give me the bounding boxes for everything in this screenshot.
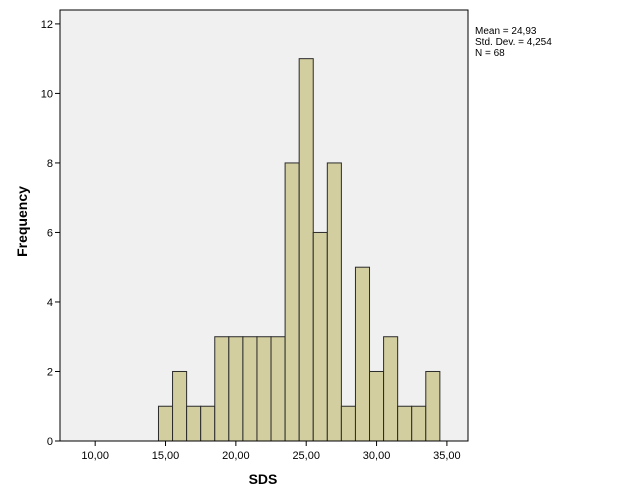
histogram-bar-16	[369, 370, 385, 442]
x-axis-title: SDS	[249, 471, 278, 487]
y-tick-label: 12	[41, 19, 53, 31]
histogram-bar-9	[270, 336, 286, 442]
x-tick-label: 30,00	[363, 450, 391, 462]
histogram-bar-17	[383, 336, 399, 442]
histogram-bar-6	[228, 336, 244, 442]
y-tick-label: 8	[47, 158, 53, 170]
histogram-bar-2	[172, 370, 188, 442]
histogram-bar-19	[411, 405, 427, 442]
y-tick-label: 2	[47, 366, 53, 378]
y-axis-title: Frequency	[14, 186, 30, 257]
histogram-bar-20	[425, 370, 441, 442]
y-tick-label: 0	[47, 436, 53, 448]
histogram-bar-15	[354, 266, 371, 442]
x-tick-label: 35,00	[433, 450, 461, 462]
summary-statistics: Mean = 24,93 Std. Dev. = 4,254 N = 68	[475, 26, 552, 59]
histogram-bar-13	[326, 162, 342, 442]
axes	[59, 9, 469, 442]
histogram-bar-3	[186, 405, 202, 442]
histogram-bar-12	[312, 231, 328, 442]
histogram-bar-4	[200, 405, 216, 442]
histogram-bar-11	[298, 58, 314, 442]
y-tick-label: 10	[41, 88, 53, 100]
histogram-bar-5	[214, 336, 230, 442]
y-axis-ticks: 0 2 4 6 8 10 12	[41, 19, 60, 448]
histogram-bar-1	[157, 405, 174, 442]
x-tick-label: 10,00	[81, 450, 109, 462]
x-axis-ticks: 10,00 15,00 20,00 25,00 30,00 35,00	[81, 441, 461, 462]
stat-std-dev: Std. Dev. = 4,254	[475, 37, 552, 48]
stat-n: N = 68	[475, 48, 505, 59]
histogram-bar-7	[242, 336, 258, 442]
x-tick-label: 20,00	[222, 450, 250, 462]
plot-frame	[59, 9, 469, 442]
x-tick-label: 15,00	[152, 450, 180, 462]
y-tick-label: 6	[47, 227, 53, 239]
x-tick-label: 25,00	[292, 450, 320, 462]
y-tick-label: 4	[47, 297, 53, 309]
histogram-bar-18	[397, 405, 413, 442]
histogram-bar-10	[284, 162, 300, 442]
stat-mean: Mean = 24,93	[475, 26, 537, 37]
histogram-bar-8	[256, 336, 272, 442]
histogram-bar-14	[340, 405, 356, 442]
